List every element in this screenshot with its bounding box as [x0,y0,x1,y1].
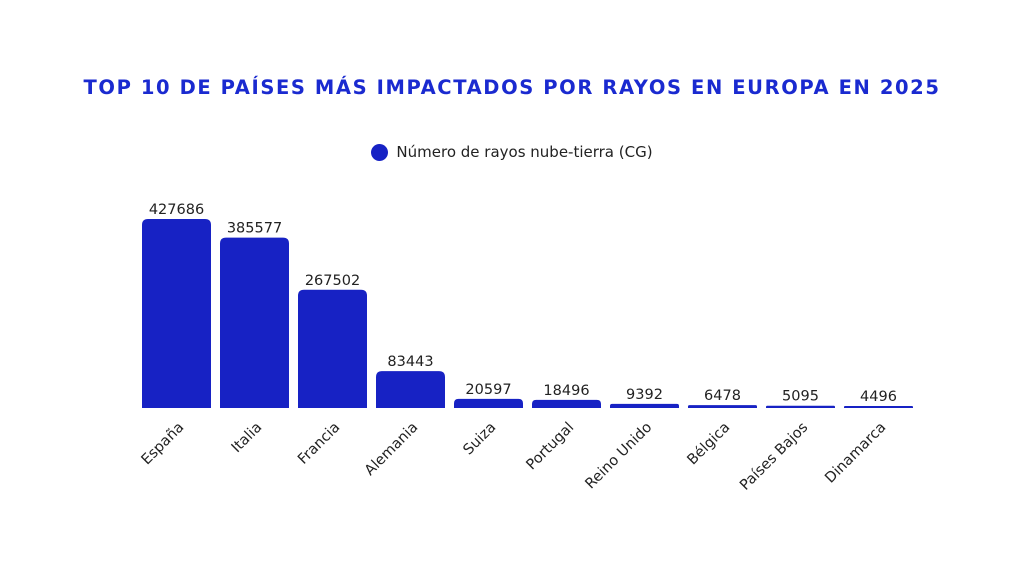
data-label: 4496 [860,389,897,405]
legend: Número de rayos nube-tierra (CG) [0,143,1024,161]
bar [766,405,835,408]
x-tick-label: Dinamarca [822,420,889,487]
data-label: 267502 [305,273,360,289]
data-label: 20597 [465,382,511,398]
x-tick-label: Francia [295,420,343,468]
bar [220,237,289,408]
chart-title: TOP 10 DE PAÍSES MÁS IMPACTADOS POR RAYO… [83,76,941,99]
x-tick-label: Países Bajos [737,420,811,494]
bar [610,403,679,408]
data-label: 18496 [543,383,589,399]
x-tick-label: Bélgica [685,420,734,469]
legend-label: Número de rayos nube-tierra (CG) [396,143,653,161]
x-tick-label: Suiza [460,420,499,459]
data-label: 385577 [227,221,282,237]
data-label: 5095 [782,389,819,405]
x-tick-label: España [139,420,188,469]
bar [688,405,757,408]
data-label: 427686 [149,202,204,218]
bar [844,406,913,408]
bar [142,219,211,408]
legend-swatch [371,143,389,161]
data-label: 83443 [387,354,433,370]
x-tick-label: Portugal [524,420,578,474]
x-tick-label: Alemania [362,420,421,479]
data-label: 9392 [626,387,663,403]
bar [532,399,601,408]
x-tick-label: Reino Unido [583,419,656,492]
bar [454,398,523,408]
bar [376,371,445,408]
x-tick-label: Italia [229,420,266,457]
data-label: 6478 [704,388,741,404]
bar [298,289,367,408]
